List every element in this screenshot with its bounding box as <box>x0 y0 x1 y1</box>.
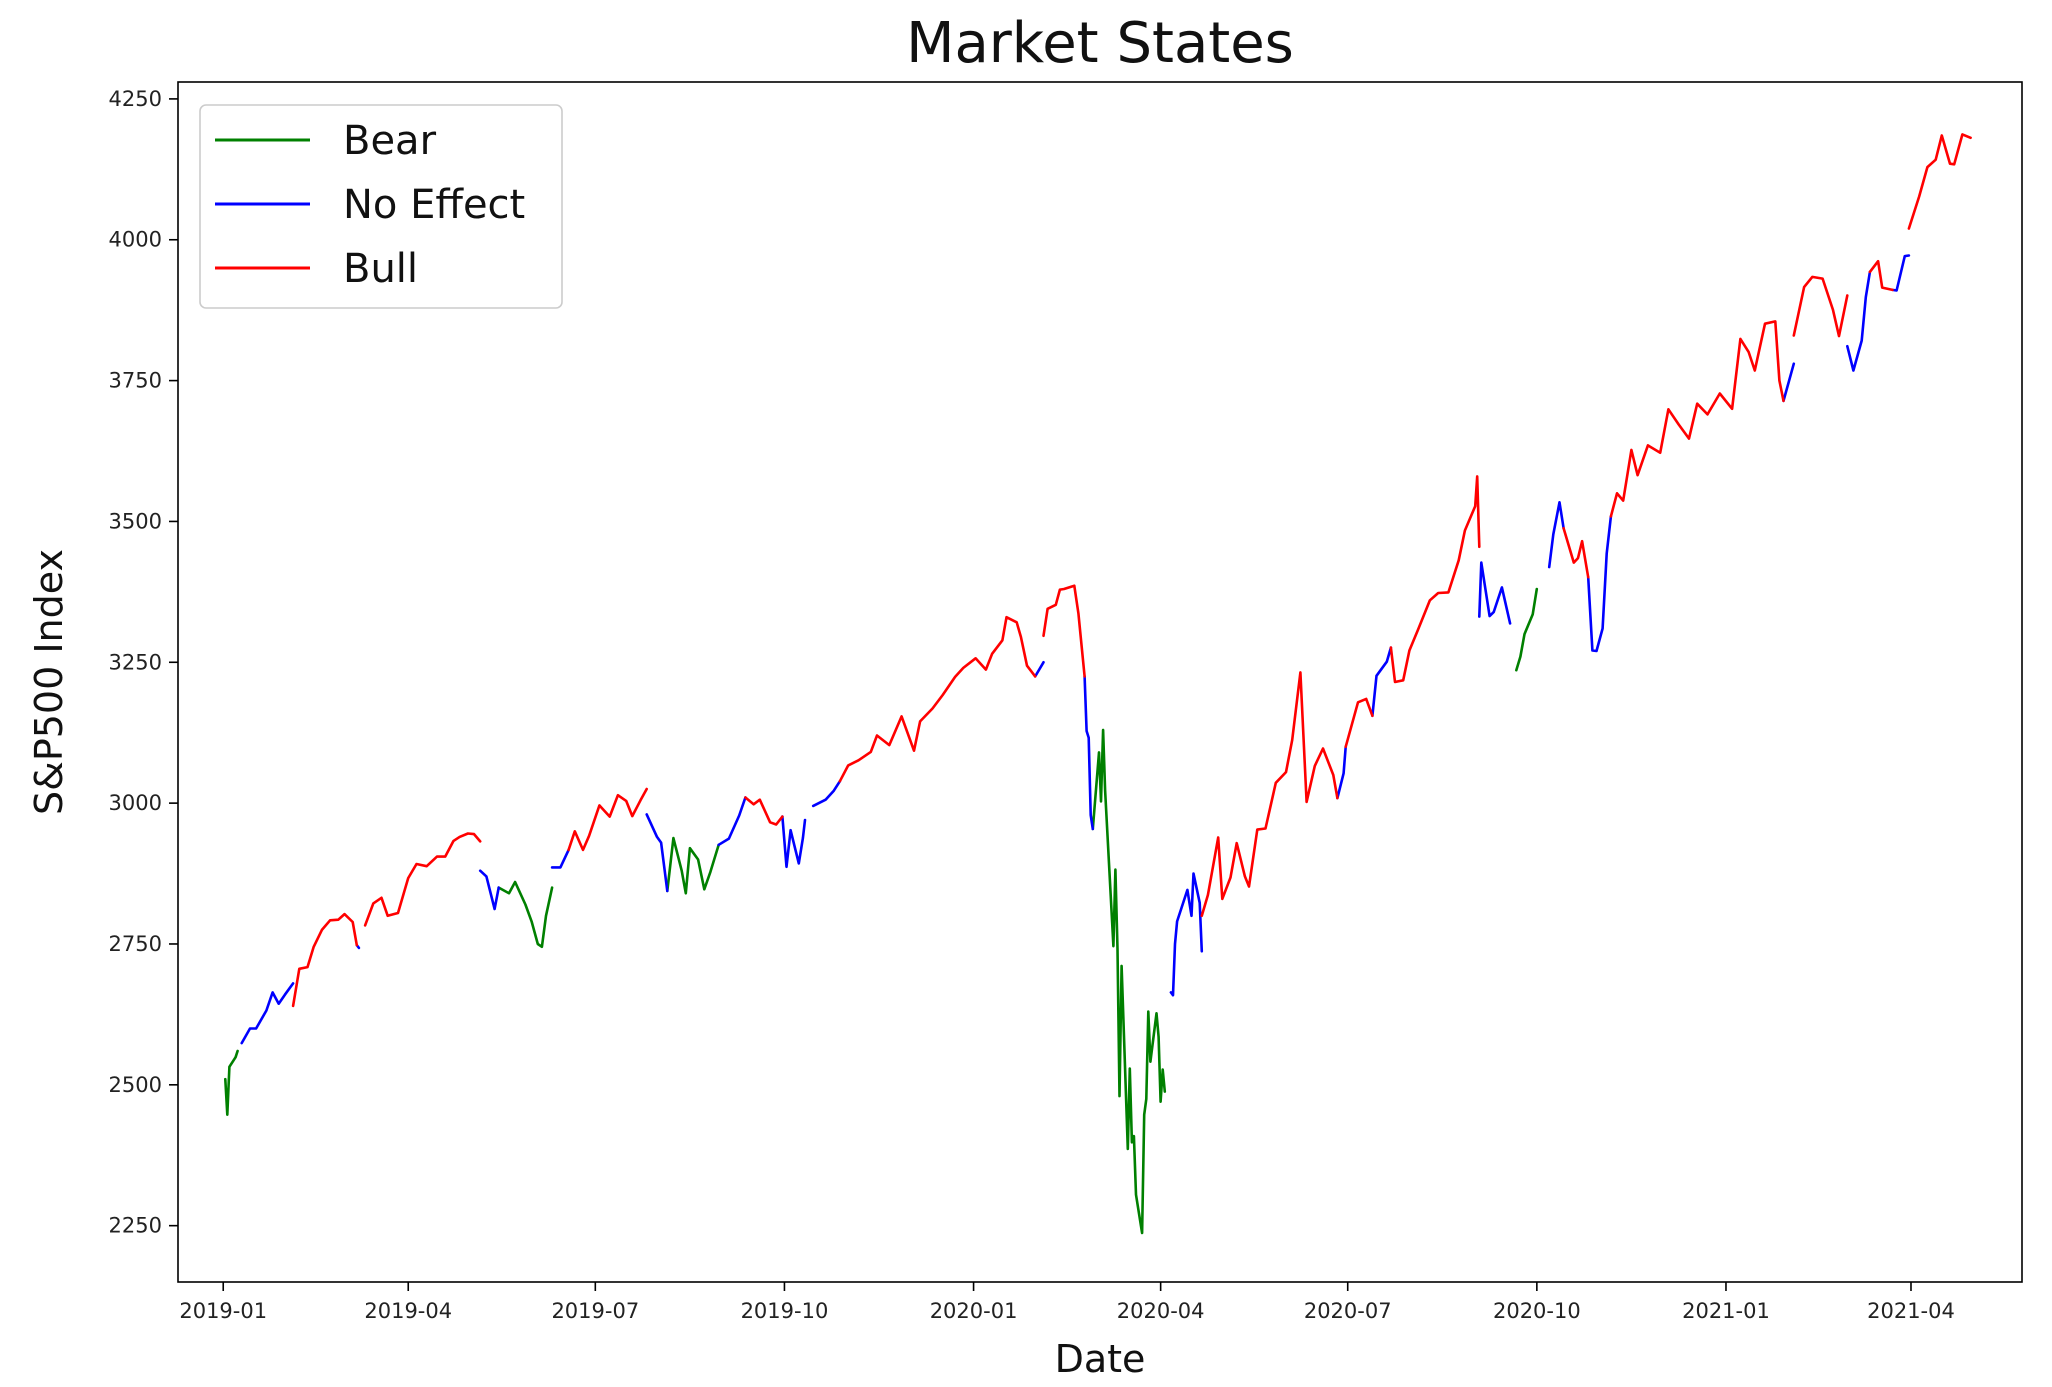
series-bull-segment-12 <box>1868 259 1894 292</box>
series-bull-segment-11 <box>1792 275 1849 338</box>
x-tick-label: 2020-07 <box>1304 1299 1392 1323</box>
x-axis-ticks: 2019-01 2019-04 2019-07 2019-10 2020-01 2020-… <box>179 1282 1955 1323</box>
series-no-effect-segment-3 <box>550 848 570 869</box>
series-no-effect-segment-13 <box>1478 561 1512 625</box>
series-no-effect-segment-15 <box>1586 515 1613 653</box>
x-tick-label: 2019-10 <box>741 1299 829 1323</box>
series-bull-segment-7 <box>1344 697 1374 749</box>
x-tick-label: 2019-01 <box>179 1299 267 1323</box>
series-bull-segment-13 <box>1907 133 1972 230</box>
plot-frame <box>177 81 2023 1283</box>
series-bull-segment-6 <box>1200 671 1339 918</box>
x-tick-label: 2021-01 <box>1682 1299 1770 1323</box>
y-tick-label: 2500 <box>109 1073 162 1097</box>
series-bull-segment-2 <box>567 787 649 852</box>
series-no-effect-segment-0 <box>240 982 295 1045</box>
legend: Bear No Effect Bull <box>199 104 563 309</box>
y-tick-label: 4250 <box>109 87 162 111</box>
x-tick-label: 2020-01 <box>930 1299 1018 1323</box>
y-axis-title: S&P500 Index <box>27 549 71 815</box>
series-bull-segment-8 <box>1389 475 1481 684</box>
series-bear-segment-1 <box>497 880 554 949</box>
y-tick-label: 2250 <box>109 1214 162 1238</box>
x-tick-label: 2021-04 <box>1867 1299 1955 1323</box>
series-bull-segment-4 <box>838 615 1037 783</box>
series-no-effect-segment-4 <box>645 813 669 893</box>
series-no-effect-segment-17 <box>1846 270 1872 372</box>
chart-title: Market States <box>906 11 1294 76</box>
y-tick-label: 2750 <box>109 932 162 956</box>
series-no-effect-segment-14 <box>1547 500 1565 569</box>
series-no-effect-segment-6 <box>781 815 807 869</box>
y-tick-label: 3250 <box>109 650 162 674</box>
series-no-effect-segment-7 <box>811 779 842 808</box>
series-bear-segment-3 <box>1091 728 1167 1235</box>
y-tick-label: 3500 <box>109 509 162 533</box>
series-no-effect-segment-16 <box>1782 362 1796 403</box>
series-no-effect-segment-18 <box>1891 254 1911 292</box>
x-axis-title: Date <box>1055 1337 1146 1381</box>
series-bull-segment-5 <box>1042 584 1086 678</box>
legend-label-no-effect: No Effect <box>343 182 525 228</box>
series-bull-segment-1 <box>363 832 482 927</box>
legend-box <box>199 104 563 309</box>
series-no-effect-segment-11 <box>1336 745 1347 800</box>
series-bear-segment-4 <box>1515 587 1539 672</box>
y-tick-label: 3000 <box>109 791 162 815</box>
series-bull-segment-9 <box>1562 526 1590 579</box>
series-no-effect-segment-12 <box>1371 646 1393 718</box>
y-tick-label: 3750 <box>109 369 162 393</box>
plot-marks <box>224 133 1972 1235</box>
series-bear-segment-0 <box>224 1049 239 1116</box>
x-tick-label: 2020-04 <box>1117 1299 1205 1323</box>
series-no-effect-segment-10 <box>1169 872 1204 997</box>
x-tick-label: 2019-04 <box>364 1299 452 1323</box>
series-no-effect-segment-8 <box>1033 660 1045 678</box>
legend-label-bear: Bear <box>343 118 437 164</box>
x-tick-label: 2020-10 <box>1493 1299 1581 1323</box>
series-no-effect-segment-2 <box>478 869 501 911</box>
series-bear-segment-2 <box>665 836 721 895</box>
y-tick-label: 4000 <box>109 228 162 252</box>
series-no-effect-segment-9 <box>1083 675 1095 831</box>
legend-label-bull: Bull <box>343 246 418 292</box>
series-bull-segment-3 <box>744 796 784 826</box>
series-bull-segment-0 <box>291 912 359 1008</box>
series-bull-segment-10 <box>1609 320 1785 518</box>
x-tick-label: 2019-07 <box>551 1299 639 1323</box>
y-axis-ticks: 2250 2500 2750 3000 3250 3500 3750 4000 4250 <box>109 87 178 1238</box>
series-no-effect-segment-5 <box>717 796 747 847</box>
